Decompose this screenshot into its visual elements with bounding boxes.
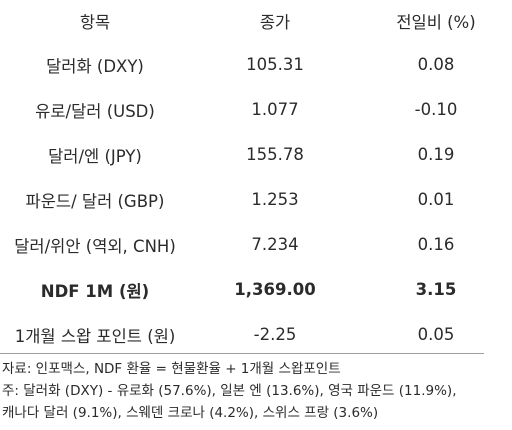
table-row: 달러/위안 (역외, CNH) 7.234 0.16 [0, 222, 512, 267]
row-change: 0.01 [417, 190, 455, 209]
row-close: 1.253 [251, 190, 299, 209]
row-item: 파운드/ 달러 (GBP) [25, 191, 165, 211]
row-item: NDF 1M (원) [40, 281, 150, 301]
row-item: 1개월 스왑 포인트 (원) [14, 326, 176, 346]
row-item: 달러화 (DXY) [46, 56, 144, 76]
table-header-row: 항목 종가 전일비 (%) [0, 0, 512, 42]
table-row: 달러/엔 (JPY) 155.78 0.19 [0, 132, 512, 177]
row-close: 1,369.00 [234, 280, 316, 299]
table-row: 1개월 스왑 포인트 (원) -2.25 0.05 [0, 312, 512, 357]
footnote-line-2: 캐나다 달러 (9.1%), 스웨덴 크로나 (4.2%), 스위스 프랑 (3… [2, 405, 379, 421]
table-row-highlight: NDF 1M (원) 1,369.00 3.15 [0, 267, 512, 312]
table-divider [0, 353, 484, 354]
row-change: 0.19 [417, 145, 455, 164]
row-change: 0.08 [417, 55, 455, 74]
header-item: 항목 [79, 13, 111, 32]
row-close: 1.077 [251, 100, 299, 119]
row-change: 3.15 [415, 280, 457, 299]
header-change: 전일비 (%) [396, 13, 476, 32]
row-close: 7.234 [251, 235, 299, 254]
row-close: 105.31 [246, 55, 304, 74]
table-row: 파운드/ 달러 (GBP) 1.253 0.01 [0, 177, 512, 222]
row-change: 0.16 [417, 235, 455, 254]
row-item: 유로/달러 (USD) [35, 101, 155, 121]
header-close: 종가 [259, 13, 291, 32]
row-item: 달러/엔 (JPY) [48, 146, 142, 166]
source-note: 자료: 인포맥스, NDF 환율 = 현물환율 + 1개월 스왑포인트 [2, 361, 341, 377]
row-item: 달러/위안 (역외, CNH) [14, 236, 176, 256]
fx-table: 항목 종가 전일비 (%) 달러화 (DXY) 105.31 0.08 유로/달… [0, 0, 512, 357]
row-close: 155.78 [246, 145, 304, 164]
row-change: -0.10 [414, 100, 458, 119]
row-close: -2.25 [253, 325, 297, 344]
table-row: 유로/달러 (USD) 1.077 -0.10 [0, 87, 512, 132]
footnote-line-1: 주: 달러화 (DXY) - 유로화 (57.6%), 일본 엔 (13.6%)… [2, 383, 457, 399]
row-change: 0.05 [417, 325, 455, 344]
table-row: 달러화 (DXY) 105.31 0.08 [0, 42, 512, 87]
table-notes: 자료: 인포맥스, NDF 환율 = 현물환율 + 1개월 스왑포인트 주: 달… [2, 358, 510, 424]
